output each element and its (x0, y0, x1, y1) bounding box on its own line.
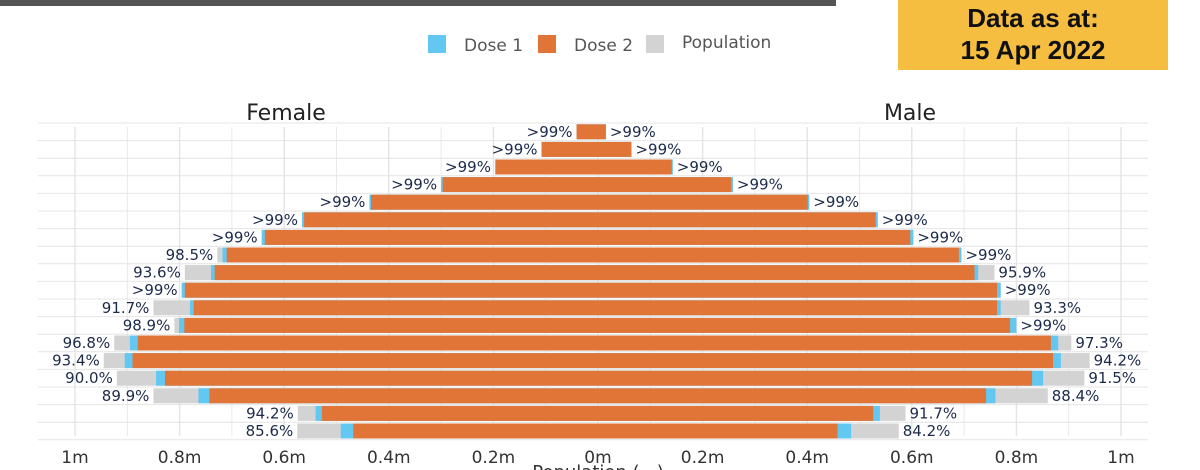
data-label-female: 98.9% (123, 316, 171, 334)
data-label-female: 96.8% (63, 334, 111, 352)
data-label-male: 93.3% (1033, 299, 1081, 317)
data-label-female: >99% (320, 193, 366, 211)
bar-male-dose2 (598, 388, 987, 404)
bar-female-dose2 (226, 247, 599, 263)
bar-male-dose2 (598, 353, 1054, 369)
data-label-male: >99% (737, 176, 783, 194)
x-tick-label: 0.6m (890, 448, 934, 468)
x-tick-label: 1m (1107, 448, 1134, 468)
bar-female-dose2 (353, 423, 598, 439)
data-label-male: 88.4% (1052, 387, 1100, 405)
bar-female-dose2 (496, 159, 598, 175)
bar-male-dose2 (598, 229, 911, 245)
panel-title-male: Male (884, 101, 936, 126)
legend-label-dose1: Dose 1 (464, 36, 523, 56)
data-label-female: 94.2% (246, 404, 294, 422)
data-label-female: >99% (527, 123, 573, 141)
legend-swatch-dose1 (428, 35, 446, 53)
data-label-female: >99% (492, 140, 538, 158)
data-label-male: >99% (1020, 316, 1066, 334)
date-box-line1: Data as at: (967, 3, 1099, 33)
x-tick-label: 0.2m (681, 448, 725, 468)
bar-female-dose2 (541, 141, 598, 157)
data-label-female: 93.4% (52, 352, 100, 370)
data-label-female: 91.7% (102, 299, 150, 317)
data-label-male: >99% (635, 140, 681, 158)
bar-female-dose2 (321, 405, 598, 421)
x-tick-label: 0.8m (158, 448, 202, 468)
data-label-male: 95.9% (998, 264, 1046, 282)
legend-label-dose2: Dose 2 (574, 36, 633, 56)
bar-male-dose2 (598, 335, 1051, 351)
data-label-male: 97.3% (1075, 334, 1123, 352)
bar-male-dose2 (598, 405, 874, 421)
data-label-female: >99% (252, 211, 298, 229)
x-tick-label: 0.6m (262, 448, 306, 468)
data-label-female: >99% (212, 228, 258, 246)
data-label-male: >99% (1005, 281, 1051, 299)
data-label-male: >99% (610, 123, 656, 141)
bar-male-dose2 (598, 159, 672, 175)
data-label-female: 89.9% (102, 387, 150, 405)
bar-male-dose2 (598, 247, 959, 263)
bar-male-dose2 (598, 370, 1033, 386)
data-label-female: 90.0% (65, 369, 113, 387)
bar-female-dose2 (214, 265, 599, 281)
bar-female-dose2 (264, 229, 598, 245)
bar-male-dose2 (598, 265, 975, 281)
bar-female-dose2 (442, 177, 598, 193)
data-label-female: >99% (132, 281, 178, 299)
x-tick-label: 0.4m (367, 448, 411, 468)
data-label-male: >99% (965, 246, 1011, 264)
bar-female-dose2 (132, 353, 598, 369)
top-divider-bar (0, 0, 836, 6)
data-label-male: 91.7% (910, 404, 958, 422)
data-label-male: >99% (882, 211, 928, 229)
x-tick-label: 0.2m (472, 448, 516, 468)
data-label-female: >99% (445, 158, 491, 176)
legend-swatch-population (646, 35, 664, 53)
x-axis-title: Population (...) (532, 462, 664, 470)
bar-male-dose2 (598, 423, 838, 439)
bar-female-dose2 (209, 388, 598, 404)
data-label-male: 94.2% (1094, 352, 1142, 370)
bar-female-dose2 (371, 194, 598, 210)
panel-title-female: Female (246, 101, 326, 126)
bar-male-dose2 (598, 317, 1011, 333)
data-label-male: >99% (813, 193, 859, 211)
data-date-box: Data as at: 15 Apr 2022 (898, 0, 1168, 70)
bar-male-dose2 (598, 177, 732, 193)
data-label-male: >99% (677, 158, 723, 176)
data-label-male: 84.2% (903, 422, 951, 440)
bar-male-dose2 (598, 212, 876, 228)
date-box-line2: 15 Apr 2022 (960, 35, 1106, 65)
data-label-female: 93.6% (133, 264, 181, 282)
data-label-female: >99% (391, 176, 437, 194)
data-label-female: 98.5% (166, 246, 214, 264)
bar-male-dose2 (598, 300, 998, 316)
bar-female-dose2 (137, 335, 598, 351)
bar-male-dose2 (598, 124, 606, 140)
legend-swatch-dose2 (538, 35, 556, 53)
data-label-male: 91.5% (1088, 369, 1136, 387)
x-tick-label: 1m (61, 448, 88, 468)
data-label-male: >99% (917, 228, 963, 246)
x-tick-label: 0m (584, 448, 611, 468)
bar-female-dose2 (164, 370, 598, 386)
legend-label-population: Population (682, 33, 771, 53)
x-tick-label: 0.8m (995, 448, 1039, 468)
bar-female-dose2 (184, 317, 598, 333)
bar-male-dose2 (598, 194, 808, 210)
bar-female-dose2 (576, 124, 598, 140)
bar-female-dose2 (193, 300, 598, 316)
x-tick-label: 0.4m (785, 448, 829, 468)
bar-female-dose2 (184, 282, 598, 298)
data-label-female: 85.6% (246, 422, 294, 440)
bar-male-dose2 (598, 141, 632, 157)
bar-female-dose2 (304, 212, 598, 228)
bar-male-dose2 (598, 282, 998, 298)
